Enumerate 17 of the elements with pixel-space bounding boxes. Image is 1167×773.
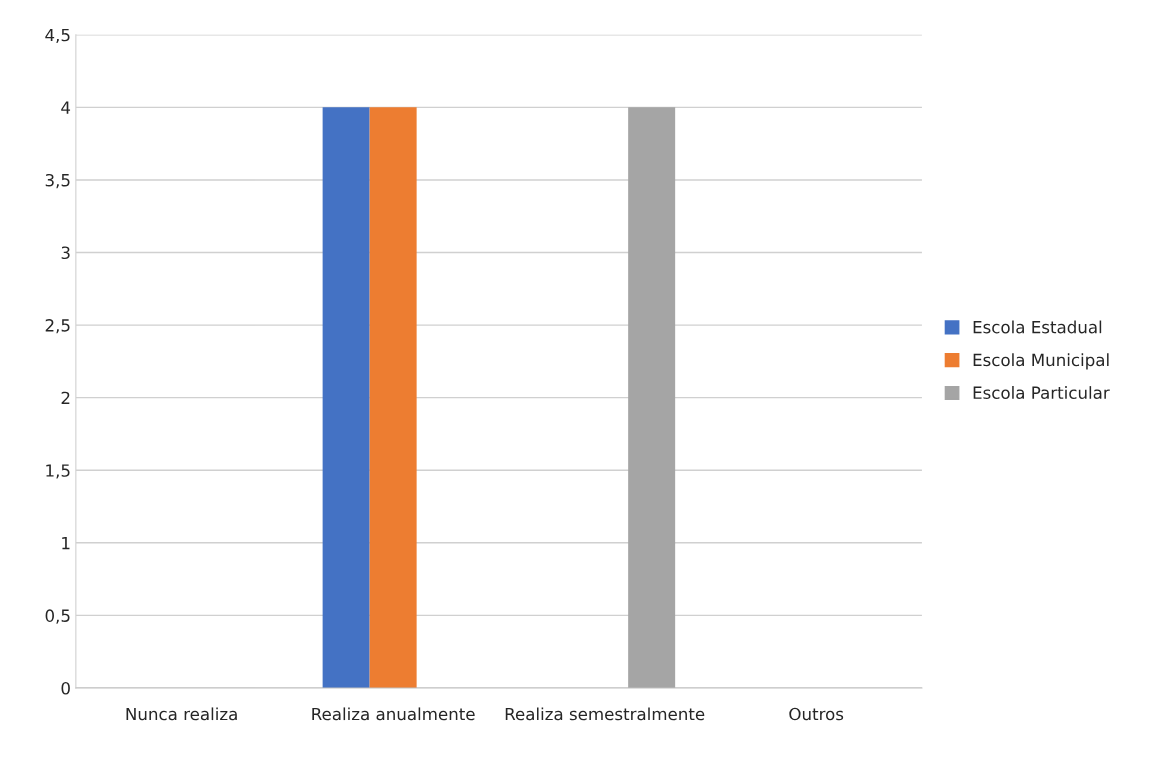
y-tick-label: 2 bbox=[61, 391, 70, 404]
x-tick-label: Realiza anualmente bbox=[312, 707, 475, 721]
legend-label: Escola Estadual bbox=[973, 320, 1102, 334]
x-tick-label: Outros bbox=[789, 707, 844, 721]
y-tick-label: 2,5 bbox=[45, 319, 70, 334]
x-tick-label: Realiza semestralmente bbox=[505, 707, 705, 721]
y-tick-label: 3 bbox=[61, 246, 70, 260]
y-tick-label: 4,5 bbox=[45, 28, 70, 44]
y-tick-label: 1,5 bbox=[46, 464, 70, 479]
x-tick-label: Nunca realiza bbox=[126, 707, 237, 721]
legend-label: Escola Particular bbox=[973, 386, 1110, 400]
legend-label: Escola Municipal bbox=[973, 353, 1109, 370]
y-tick-label: 0,5 bbox=[45, 609, 70, 624]
y-tick-label: 3,5 bbox=[45, 173, 70, 189]
y-tick-label: 1 bbox=[62, 537, 70, 550]
y-tick-label: 4 bbox=[61, 101, 71, 114]
y-tick-label: 0 bbox=[61, 681, 70, 695]
